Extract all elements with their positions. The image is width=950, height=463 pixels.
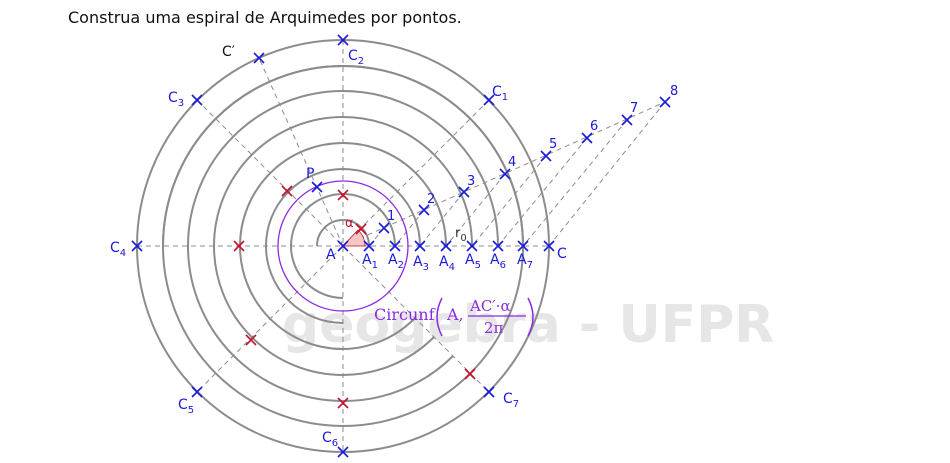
point-a4-marker <box>440 240 452 252</box>
point-a-marker <box>337 240 349 252</box>
label-r0: r0 <box>455 226 467 244</box>
spiral-arc-7 <box>162 65 524 247</box>
point-c-marker <box>543 240 555 252</box>
division-point-1-marker <box>378 222 390 234</box>
parallel-4 <box>445 173 506 247</box>
point-c7-marker <box>483 386 495 398</box>
label-c5: C5 <box>178 397 194 416</box>
label-a2: A2 <box>388 252 404 271</box>
circle-formula: Circunf A, AC′·α 2π <box>374 297 534 337</box>
parallel-7 <box>522 119 628 247</box>
label-n7: 7 <box>630 101 638 116</box>
label-c1: C1 <box>492 84 508 103</box>
label-c4: C4 <box>110 240 126 259</box>
label-n3: 3 <box>467 174 475 189</box>
parallel-2 <box>394 209 425 247</box>
division-point-4-marker <box>499 168 511 180</box>
parallel-8-c <box>548 101 666 247</box>
purple-circle <box>277 180 409 312</box>
label-c-prime: C′ <box>222 44 235 60</box>
formula-right-paren <box>527 297 534 337</box>
label-alpha: α <box>345 216 354 231</box>
formula-numerator: AC′·α <box>469 297 511 315</box>
label-n5: 5 <box>549 137 557 152</box>
point-c3-marker <box>191 94 203 106</box>
point-a6-marker <box>492 240 504 252</box>
point-c1-marker <box>483 94 495 106</box>
division-point-8-marker <box>659 96 671 108</box>
spiral-point-1-marker <box>355 223 367 235</box>
spiral-point-5-marker <box>245 334 257 346</box>
a-point-labels: A1 A2 A3 A4 A5 A6 A7 <box>362 252 533 273</box>
label-c3: C3 <box>168 90 184 109</box>
circle-point-labels: C2 C1 C3 C4 C5 C6 C7 C A P <box>110 48 567 449</box>
radial-c1-c5 <box>196 99 490 393</box>
division-point-2-marker <box>418 204 430 216</box>
point-a5-marker <box>466 240 478 252</box>
red-spiral-points <box>233 185 476 409</box>
point-a1-marker <box>363 240 375 252</box>
label-p: P <box>306 166 314 182</box>
label-c6: C6 <box>322 430 338 449</box>
label-n4: 4 <box>508 155 516 170</box>
label-a6: A6 <box>490 252 506 271</box>
formula-left-paren <box>436 297 443 337</box>
label-a3: A3 <box>413 254 429 273</box>
radial-c3-c7 <box>196 99 490 393</box>
division-point-3-marker <box>458 186 470 198</box>
label-c2: C2 <box>348 48 364 67</box>
point-a7-marker <box>517 240 529 252</box>
division-point-6-marker <box>581 132 593 144</box>
division-point-5-marker <box>540 150 552 162</box>
point-a3-marker <box>414 240 426 252</box>
spiral-point-2-marker <box>337 189 349 201</box>
point-a2-marker <box>389 240 401 252</box>
point-p-marker <box>311 181 323 193</box>
division-point-7-marker <box>621 114 633 126</box>
division-ray <box>342 101 666 247</box>
point-c4-marker <box>131 240 143 252</box>
formula-denominator: 2π <box>484 319 504 337</box>
spiral-point-3-marker <box>281 185 293 197</box>
parallel-3 <box>419 191 465 247</box>
label-n1: 1 <box>387 209 395 224</box>
label-n8: 8 <box>670 84 678 99</box>
point-c-prime-marker <box>253 52 265 64</box>
label-a4: A4 <box>439 254 455 273</box>
spiral-arc-3 <box>264 168 421 324</box>
label-a: A <box>326 247 336 263</box>
point-c5-marker <box>191 386 203 398</box>
angle-alpha-sector <box>342 229 366 247</box>
division-point-labels: 1 2 3 4 5 6 7 8 <box>387 84 678 224</box>
spiral-point-4-marker <box>233 240 245 252</box>
dashed-radials <box>137 40 549 452</box>
label-n2: 2 <box>427 192 435 207</box>
label-a7: A7 <box>517 252 533 271</box>
label-c: C <box>557 246 567 262</box>
formula-arg: A, <box>446 305 464 324</box>
blue-points <box>131 34 671 458</box>
parallel-5 <box>471 155 547 247</box>
division-lines <box>342 101 666 247</box>
spiral-arc-2 <box>289 193 396 299</box>
spiral-point-7-marker <box>464 368 476 380</box>
label-a1: A1 <box>362 252 378 271</box>
formula-prefix: Circunf <box>374 305 436 324</box>
label-a5: A5 <box>465 252 481 271</box>
radial-c-prime <box>258 57 344 247</box>
spiral-point-6-marker <box>337 397 349 409</box>
watermark: geogebra - UFPR <box>282 295 774 355</box>
label-n6: 6 <box>590 119 598 134</box>
point-c2-marker <box>337 34 349 46</box>
instruction-text: Construa uma espiral de Arquimedes por p… <box>68 8 462 27</box>
label-c7: C7 <box>503 391 519 410</box>
point-c6-marker <box>337 446 349 458</box>
